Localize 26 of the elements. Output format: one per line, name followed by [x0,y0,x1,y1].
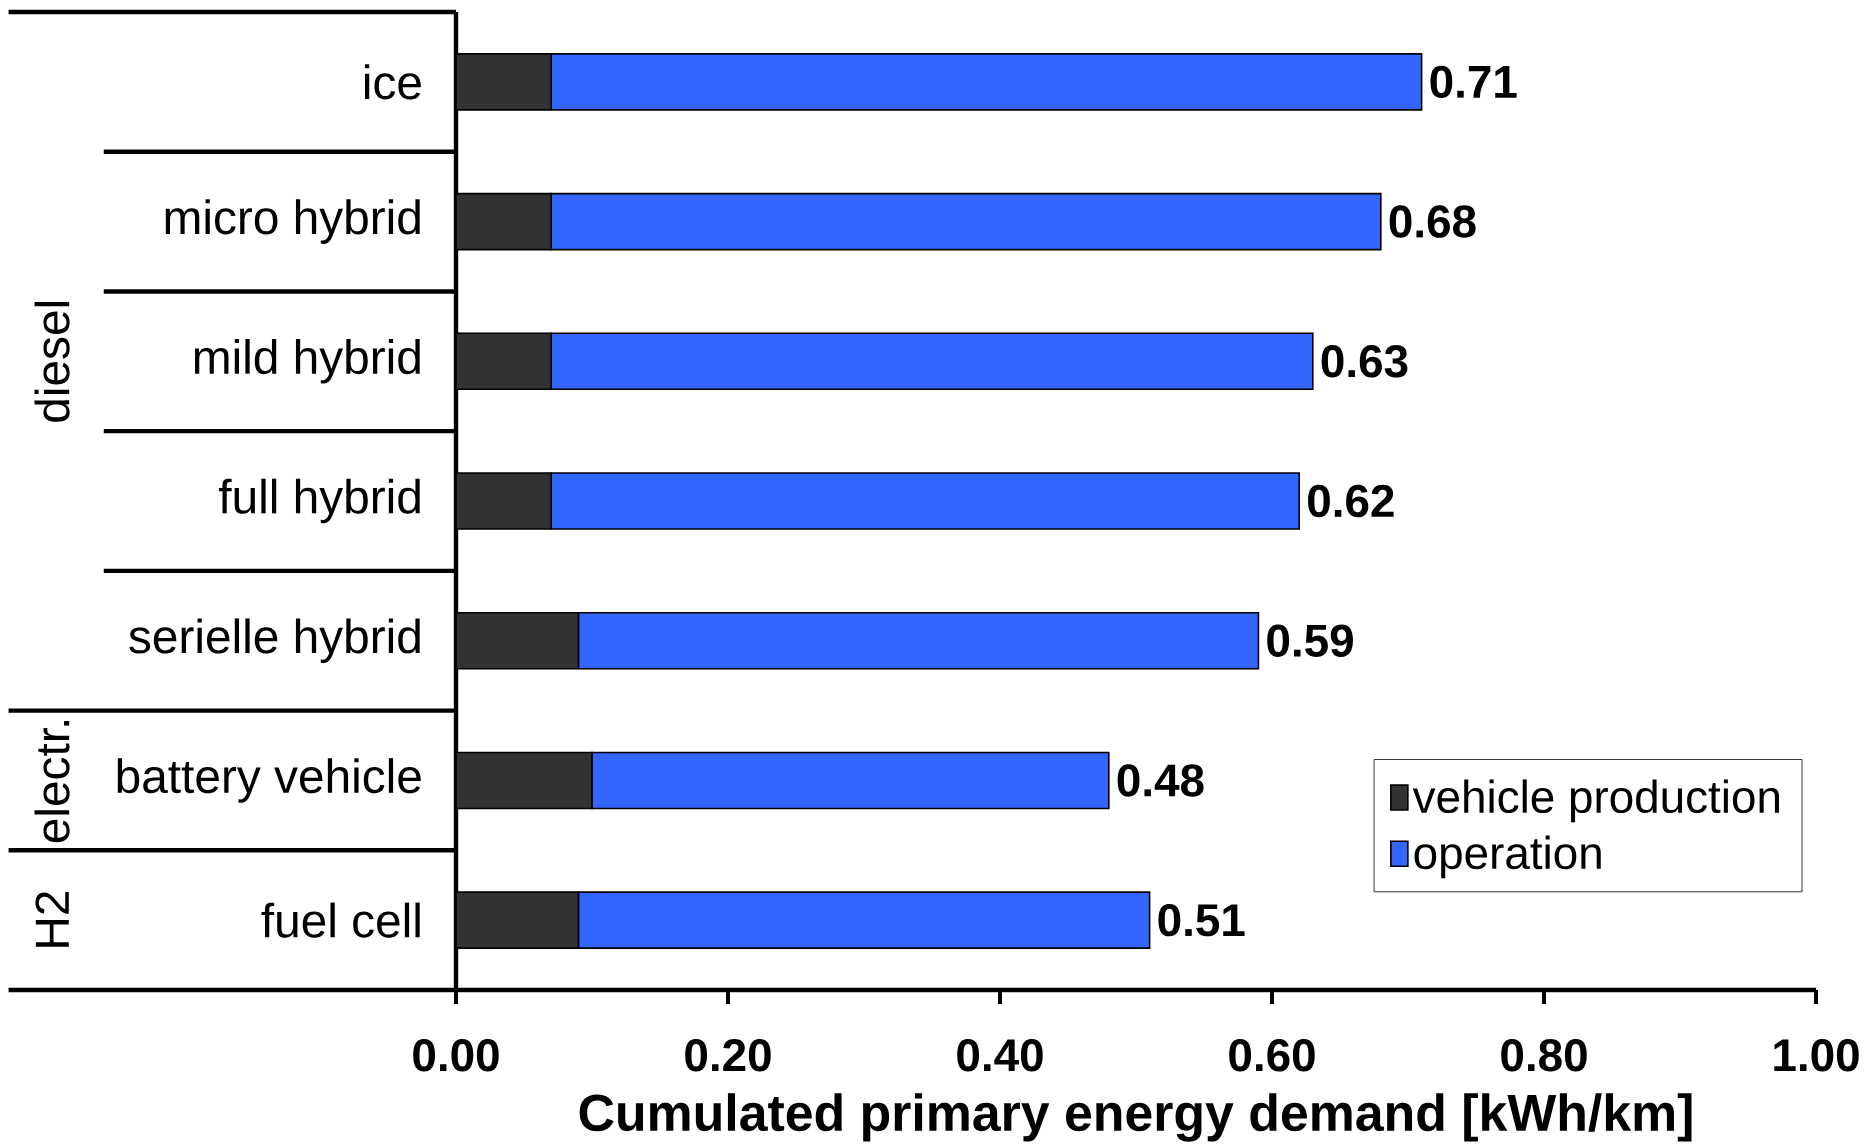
y-tick-label: ice [365,64,421,100]
text: H2 [35,892,69,947]
total-label: 0.62 [1308,484,1394,518]
legend-label: vehicle production [1412,779,1779,823]
total-label: 0.71 [1430,65,1517,99]
x-tick-label: 0.80 [1501,1039,1587,1072]
x-tick-label: 0.40 [957,1039,1043,1072]
total-label: 0.63 [1321,345,1408,378]
y-tick-label: fuel cell [261,902,420,938]
text: electr. [34,721,70,843]
y-tick-label: micro hybrid [165,199,420,244]
text: diesel [34,302,70,422]
x-tick-label: 0.20 [685,1039,771,1072]
y-tick-label: mild hybrid [194,339,420,384]
x-axis-title: Cumulated primary energy demand [kWh/km] [579,1093,1692,1142]
total-label: 0.51 [1158,903,1245,937]
x-tick-label: 0.00 [413,1039,499,1072]
y-tick-label: battery vehicle [117,758,421,803]
total-label: 0.48 [1117,764,1204,797]
total-label: 0.68 [1389,205,1476,238]
x-tick-label: 0.60 [1229,1039,1315,1072]
y-tick-label: full hybrid [218,478,420,524]
y-tick-label: serielle hybrid [129,618,420,664]
x-tick-label: 1.00 [1774,1039,1859,1072]
total-label: 0.59 [1267,624,1353,657]
legend-label: operation [1414,835,1601,879]
